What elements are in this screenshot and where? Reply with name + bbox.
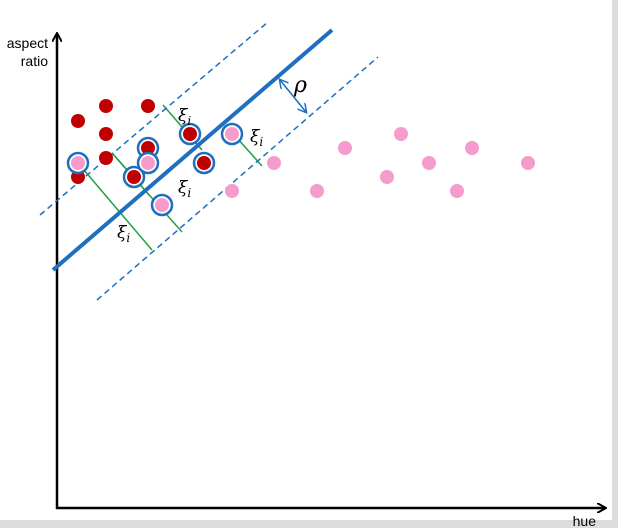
point — [71, 156, 85, 170]
symbol: ξ — [178, 178, 189, 198]
slack-label: ξi — [178, 178, 191, 200]
border — [0, 520, 618, 528]
slack-label: ξi — [117, 223, 130, 245]
symbol: ξ — [178, 106, 189, 126]
x-axis-label: hue — [573, 513, 597, 528]
point — [521, 156, 535, 170]
slack-label: ξi — [250, 127, 263, 149]
point — [71, 114, 85, 128]
point — [197, 156, 211, 170]
point — [338, 141, 352, 155]
point — [99, 127, 113, 141]
point — [465, 141, 479, 155]
point — [141, 156, 155, 170]
point — [141, 99, 155, 113]
subscript: i — [259, 135, 263, 149]
margin-line — [96, 56, 379, 301]
point — [99, 99, 113, 113]
point — [380, 170, 394, 184]
point — [267, 156, 281, 170]
subscript: i — [187, 114, 191, 128]
symbol: ξ — [250, 127, 261, 147]
y-axis-label: aspect — [7, 35, 48, 51]
point — [141, 141, 155, 155]
point — [450, 184, 464, 198]
symbol: ξ — [117, 223, 128, 243]
y-axis-label: ratio — [21, 53, 48, 69]
point — [127, 170, 141, 184]
point — [155, 198, 169, 212]
border — [612, 0, 618, 528]
margin-arrow — [280, 80, 306, 112]
hyperplane — [51, 28, 334, 272]
slack-label: ξi — [178, 106, 191, 128]
margin-label: ρ — [293, 73, 307, 98]
point — [225, 127, 239, 141]
point — [310, 184, 324, 198]
point — [394, 127, 408, 141]
point — [99, 151, 113, 165]
subscript: i — [126, 231, 130, 245]
subscript: i — [187, 186, 191, 200]
point — [183, 127, 197, 141]
point — [225, 184, 239, 198]
point — [422, 156, 436, 170]
points — [66, 99, 535, 217]
